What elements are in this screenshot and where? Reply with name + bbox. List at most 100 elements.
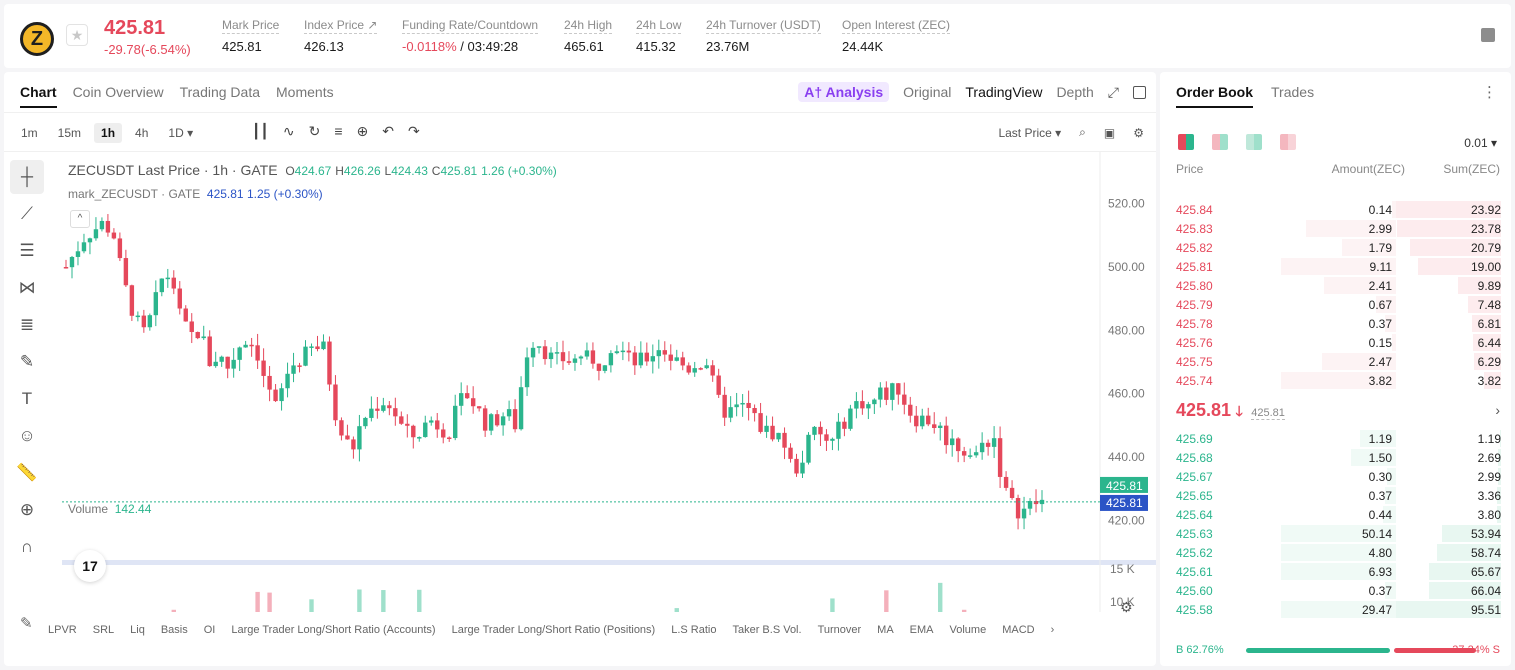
ask-row[interactable]: 425.81 9.11 19.00 bbox=[1160, 257, 1511, 276]
indicator-2[interactable]: Liq bbox=[130, 624, 145, 636]
interval-1d[interactable]: 1D ▾ bbox=[168, 126, 194, 140]
stat-value: 24.44K bbox=[842, 39, 884, 54]
document-icon[interactable] bbox=[1481, 28, 1495, 42]
indicator-1[interactable]: SRL bbox=[92, 624, 115, 636]
interval-4h[interactable]: 4h bbox=[135, 126, 149, 140]
tab-trades[interactable]: Trades bbox=[1271, 84, 1315, 100]
more-options-icon[interactable]: ⋮ bbox=[1482, 84, 1497, 101]
candle-body bbox=[1021, 508, 1027, 519]
indicator-11[interactable]: EMA bbox=[909, 624, 934, 636]
bid-row[interactable]: 425.64 0.44 3.80 bbox=[1160, 505, 1511, 524]
tab-coin-overview[interactable]: Coin Overview bbox=[72, 84, 164, 100]
candlestick-chart[interactable]: 520.00 500.00 480.00 460.00 440.00 420.00 15 K… bbox=[4, 152, 1156, 612]
volume-bar bbox=[309, 599, 314, 612]
bid-row[interactable]: 425.68 1.50 2.69 bbox=[1160, 448, 1511, 467]
mode-bids-icon[interactable] bbox=[1246, 134, 1262, 150]
crosshair-icon[interactable]: ┼ bbox=[10, 160, 44, 194]
stat-value: -0.0118% bbox=[402, 39, 457, 54]
candle-type-icon[interactable]: ┃┃ bbox=[252, 123, 269, 139]
fib-icon[interactable]: ≣ bbox=[19, 315, 35, 334]
emoji-icon[interactable]: ☺ bbox=[18, 426, 36, 445]
ask-row[interactable]: 425.75 2.47 6.29 bbox=[1160, 352, 1511, 371]
ask-row[interactable]: 425.84 0.14 23.92 bbox=[1160, 200, 1511, 219]
ruler-icon[interactable]: 📏 bbox=[16, 463, 38, 482]
magnet-icon[interactable]: ∩ bbox=[20, 537, 34, 556]
indicator-5[interactable]: Large Trader Long/Short Ratio (Accounts) bbox=[231, 624, 436, 636]
undo-icon[interactable]: ↶ bbox=[382, 123, 394, 139]
ask-price: 425.81 bbox=[1176, 260, 1213, 274]
indicator-13[interactable]: MACD bbox=[1002, 624, 1035, 636]
ask-row[interactable]: 425.80 2.41 9.89 bbox=[1160, 276, 1511, 295]
down-arrow-icon: 🡓 bbox=[1235, 403, 1243, 419]
trendline-icon[interactable]: ⟋ bbox=[21, 204, 33, 223]
bid-row[interactable]: 425.58 29.47 95.51 bbox=[1160, 600, 1511, 619]
bid-row[interactable]: 425.65 0.37 3.36 bbox=[1160, 486, 1511, 505]
favorite-star-icon[interactable]: ★ bbox=[66, 24, 88, 46]
tab-tradingview[interactable]: TradingView bbox=[965, 84, 1043, 100]
indicator-7[interactable]: L.S Ratio bbox=[671, 624, 717, 636]
pattern-icon[interactable]: ⋈ bbox=[18, 278, 36, 297]
horizontal-lines-icon[interactable]: ☰ bbox=[19, 241, 35, 260]
tab-moments[interactable]: Moments bbox=[276, 84, 334, 100]
ask-row[interactable]: 425.79 0.67 7.48 bbox=[1160, 295, 1511, 314]
tab-original[interactable]: Original bbox=[903, 84, 952, 100]
mode-asks-icon[interactable] bbox=[1280, 134, 1296, 150]
bid-row[interactable]: 425.63 50.14 53.94 bbox=[1160, 524, 1511, 543]
tab-trading-data[interactable]: Trading Data bbox=[179, 84, 261, 100]
expand-icon[interactable]: ⤢ bbox=[1107, 83, 1119, 100]
bid-sum: 1.19 bbox=[1477, 432, 1501, 446]
collapse-legend-button[interactable]: ^ bbox=[70, 210, 90, 228]
add-alert-icon[interactable]: ⊕ bbox=[356, 123, 369, 139]
chevron-right-icon[interactable]: › bbox=[1495, 402, 1500, 418]
template-icon[interactable]: ≡ bbox=[334, 123, 343, 139]
indicator-8[interactable]: Taker B.S Vol. bbox=[732, 624, 802, 636]
interval-1h[interactable]: 1h bbox=[94, 123, 123, 143]
ask-amount: 3.82 bbox=[1368, 374, 1392, 388]
candle-body bbox=[991, 438, 997, 447]
indicator-12[interactable]: Volume bbox=[949, 624, 987, 636]
brush-icon[interactable]: ✎ bbox=[19, 352, 35, 371]
ask-row[interactable]: 425.83 2.99 23.78 bbox=[1160, 219, 1511, 238]
mode-split-icon[interactable] bbox=[1212, 134, 1228, 150]
indicator-3[interactable]: Basis bbox=[160, 624, 188, 636]
ask-row[interactable]: 425.78 0.37 6.81 bbox=[1160, 314, 1511, 333]
ask-row[interactable]: 425.74 3.82 3.82 bbox=[1160, 371, 1511, 390]
indicator-9[interactable]: Turnover bbox=[817, 624, 862, 636]
candle-body bbox=[297, 365, 302, 367]
price-type-select[interactable]: Last Price ▾ bbox=[998, 125, 1062, 140]
tab-depth[interactable]: Depth bbox=[1056, 84, 1094, 100]
camera-icon[interactable]: ▣ bbox=[1103, 125, 1116, 140]
chart-settings-icon[interactable]: ⚙ bbox=[1120, 599, 1133, 615]
zoom-icon[interactable]: ⊕ bbox=[19, 500, 35, 519]
interval-1m[interactable]: 1m bbox=[21, 126, 38, 140]
chevron-right-icon[interactable]: › bbox=[1050, 624, 1055, 636]
interval-15m[interactable]: 15m bbox=[57, 126, 82, 140]
pencil-icon[interactable]: ✎ bbox=[20, 615, 33, 632]
indicator-6[interactable]: Large Trader Long/Short Ratio (Positions… bbox=[451, 624, 656, 636]
orderbook-mode bbox=[1178, 134, 1296, 150]
precision-select[interactable]: 0.01 ▾ bbox=[1464, 136, 1497, 150]
search-icon[interactable]: ⌕ bbox=[1079, 125, 1086, 139]
replay-icon[interactable]: ↻ bbox=[308, 123, 321, 139]
tab-order-book[interactable]: Order Book bbox=[1176, 84, 1254, 108]
ask-row[interactable]: 425.76 0.15 6.44 bbox=[1160, 333, 1511, 352]
fullscreen-icon[interactable] bbox=[1133, 85, 1146, 99]
bid-row[interactable]: 425.61 6.93 65.67 bbox=[1160, 562, 1511, 581]
ask-row[interactable]: 425.82 1.79 20.79 bbox=[1160, 238, 1511, 257]
bid-row[interactable]: 425.69 1.19 1.19 bbox=[1160, 429, 1511, 448]
bid-row[interactable]: 425.62 4.80 58.74 bbox=[1160, 543, 1511, 562]
sell-ratio: 37.24% S bbox=[1452, 644, 1500, 656]
redo-icon[interactable]: ↷ bbox=[407, 123, 420, 139]
bid-amount: 0.44 bbox=[1368, 508, 1392, 522]
indicator-0[interactable]: LPVR bbox=[48, 624, 77, 636]
indicator-10[interactable]: MA bbox=[877, 624, 894, 636]
indicator-4[interactable]: OI bbox=[203, 624, 216, 636]
gear-icon[interactable]: ⚙ bbox=[1133, 125, 1144, 140]
indicator-icon[interactable]: ∿ bbox=[282, 123, 295, 139]
bid-row[interactable]: 425.67 0.30 2.99 bbox=[1160, 467, 1511, 486]
tab-chart[interactable]: Chart bbox=[20, 84, 57, 108]
bid-row[interactable]: 425.60 0.37 66.04 bbox=[1160, 581, 1511, 600]
tab-ai-analysis[interactable]: A† Analysis bbox=[798, 82, 890, 102]
text-icon[interactable]: T bbox=[21, 389, 33, 408]
mode-both-icon[interactable] bbox=[1178, 134, 1194, 150]
